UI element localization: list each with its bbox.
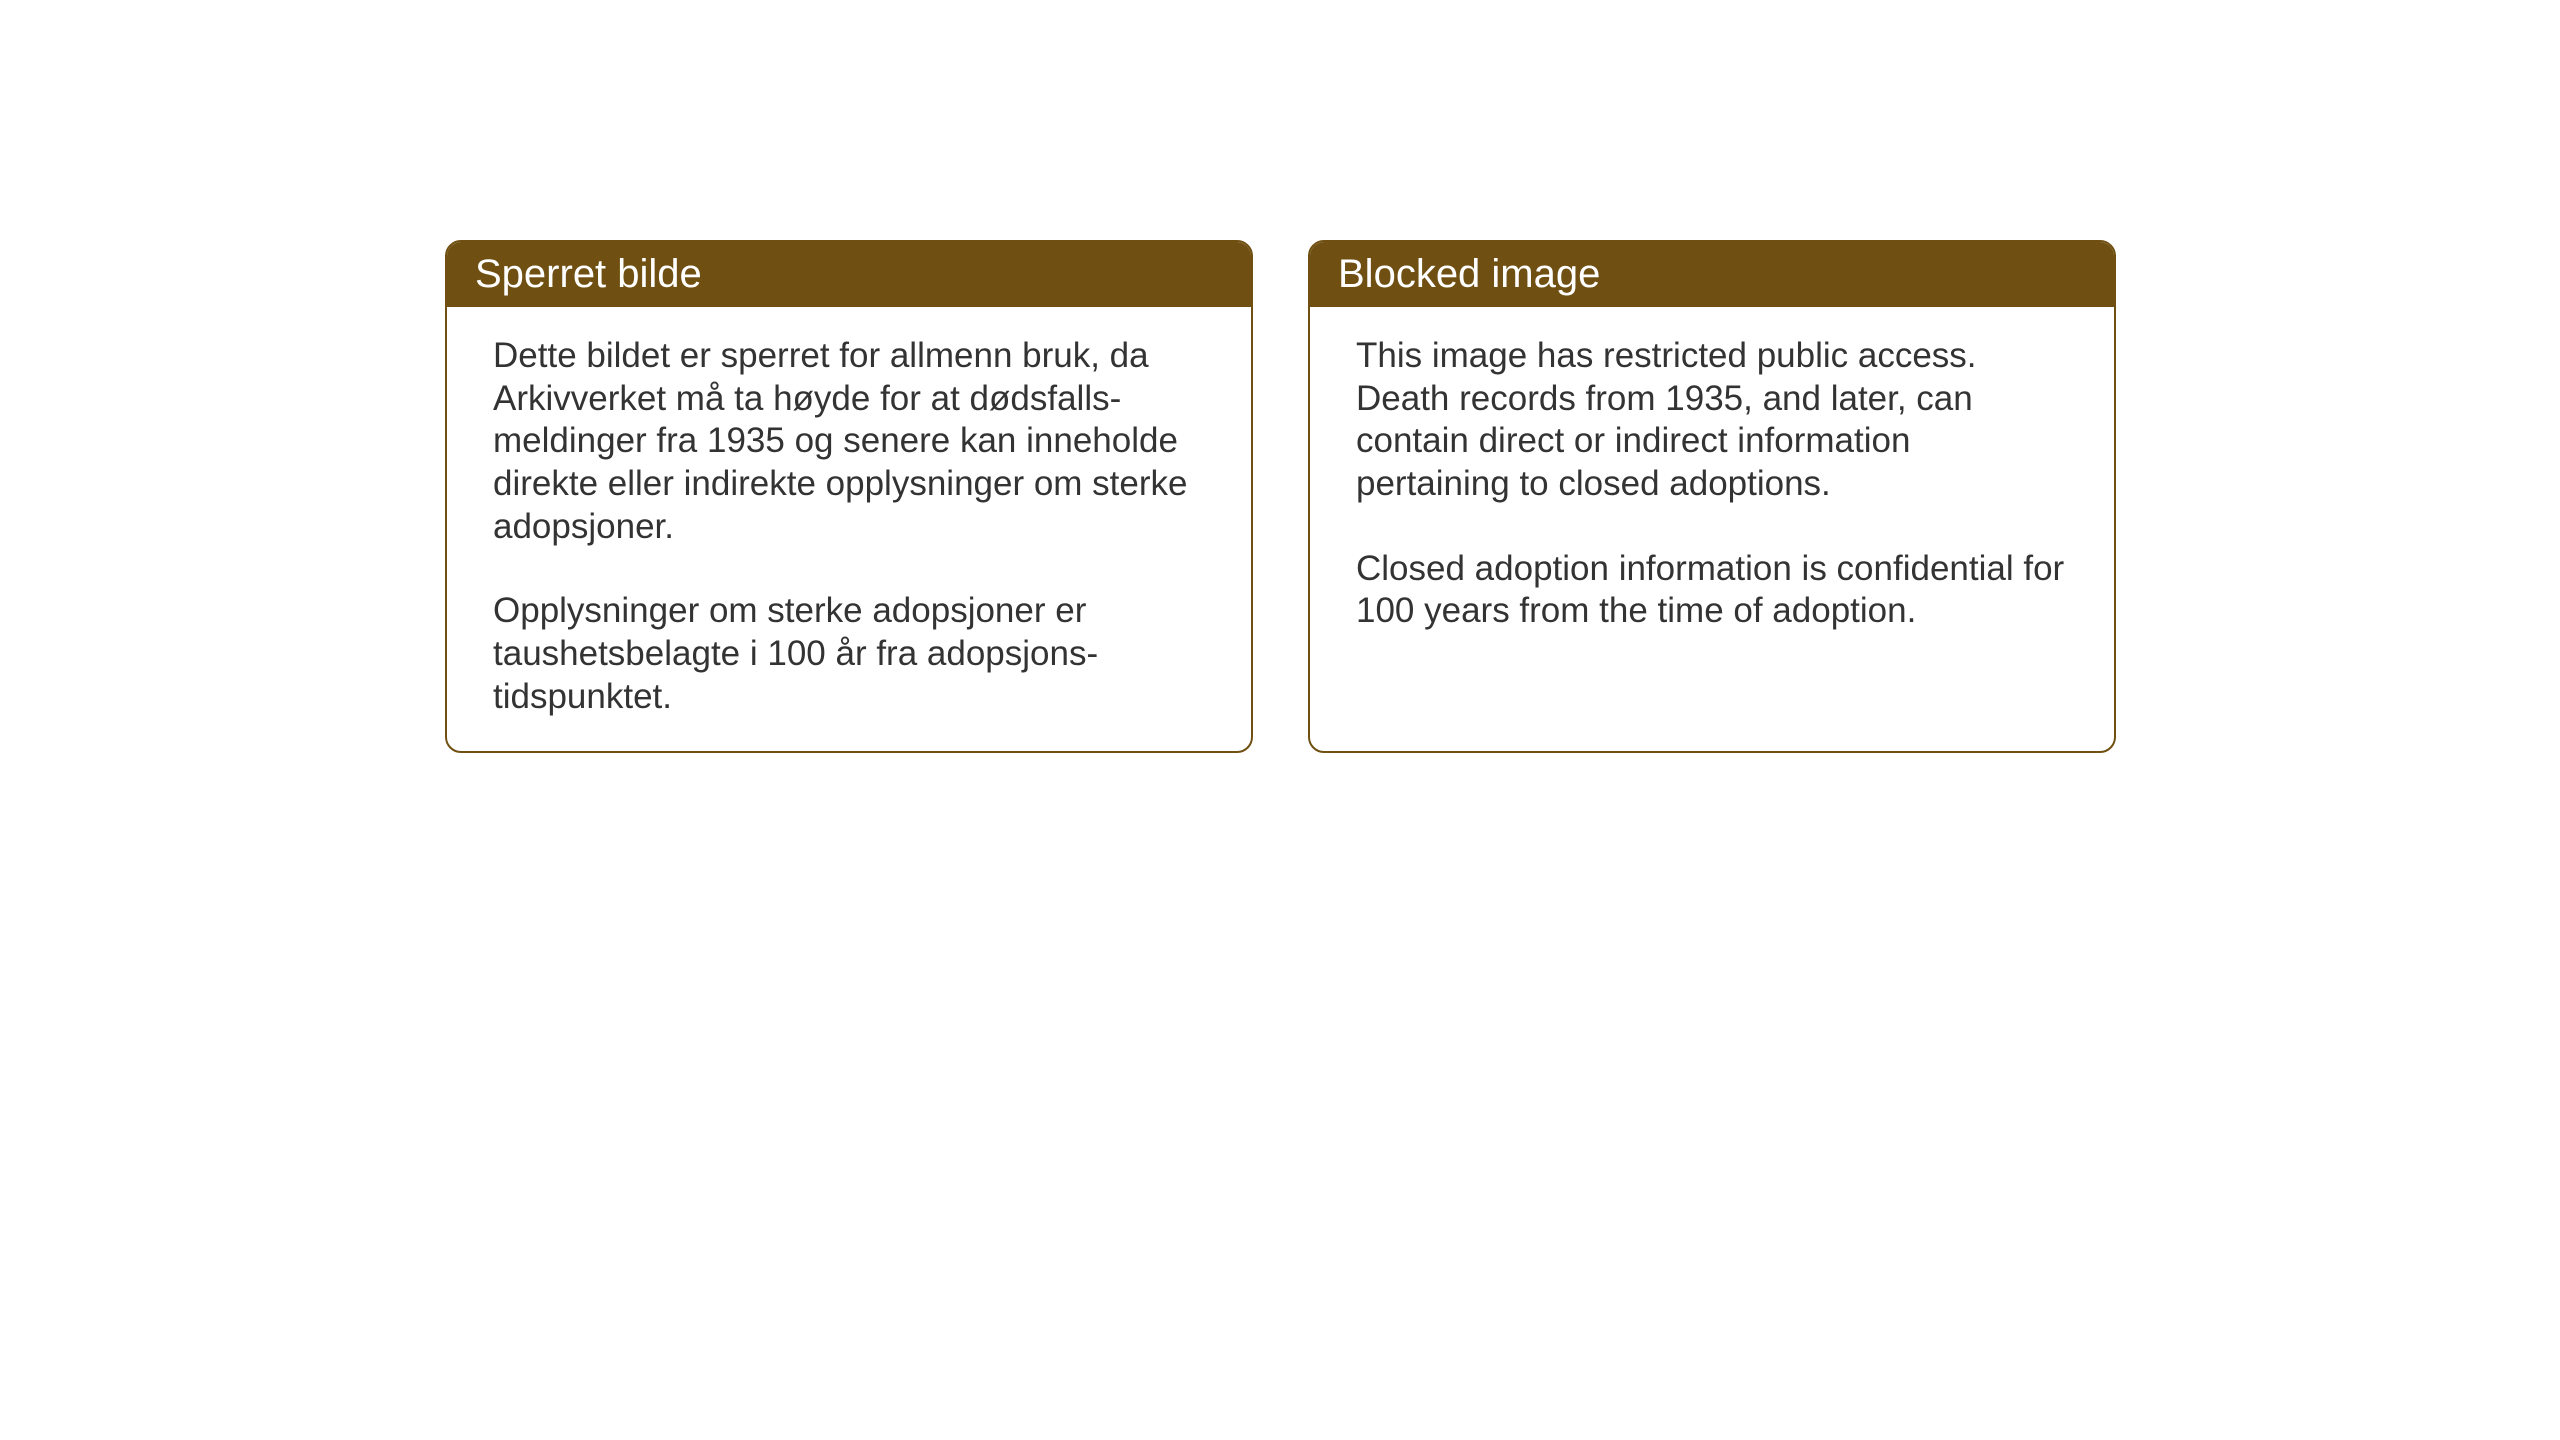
card-paragraph-1-norwegian: Dette bildet er sperret for allmenn bruk… [493,335,1205,548]
card-norwegian: Sperret bilde Dette bildet er sperret fo… [445,240,1253,753]
card-english: Blocked image This image has restricted … [1308,240,2116,753]
cards-container: Sperret bilde Dette bildet er sperret fo… [445,240,2116,753]
card-body-norwegian: Dette bildet er sperret for allmenn bruk… [447,307,1251,751]
card-paragraph-2-english: Closed adoption information is confident… [1356,548,2068,633]
card-header-english: Blocked image [1310,242,2114,307]
card-paragraph-1-english: This image has restricted public access.… [1356,335,2068,506]
card-body-english: This image has restricted public access.… [1310,307,2114,702]
card-title-english: Blocked image [1338,252,1600,296]
card-header-norwegian: Sperret bilde [447,242,1251,307]
card-paragraph-2-norwegian: Opplysninger om sterke adopsjoner er tau… [493,590,1205,718]
card-title-norwegian: Sperret bilde [475,252,702,296]
